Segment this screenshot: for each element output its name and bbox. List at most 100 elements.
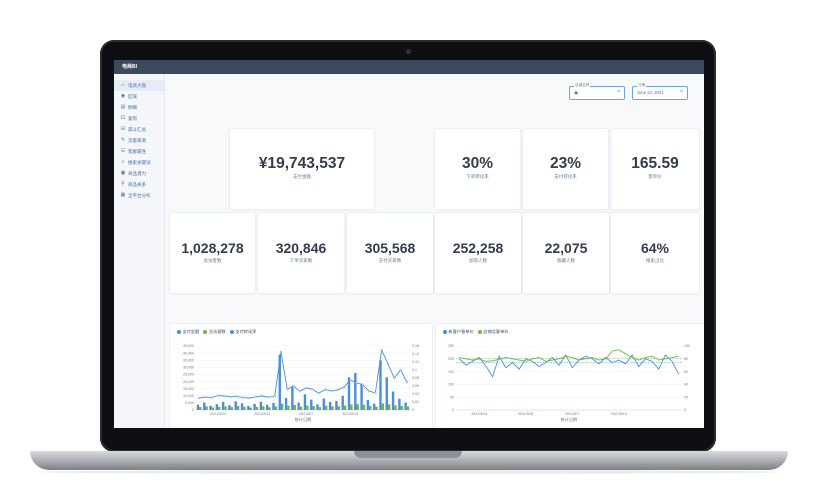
- legend-label[interactable]: 支付金额: [182, 329, 200, 334]
- bar-payment: [215, 404, 219, 410]
- kpi-card-pay-rate[interactable]: 23% 支付转化率: [522, 128, 609, 210]
- bar-payment: [366, 400, 370, 410]
- sidebar-item[interactable]: ⌕ 搜索关键词: [114, 157, 164, 168]
- kpi-card-payment[interactable]: ¥19,743,537 支付金额: [229, 128, 375, 210]
- bar-payment: [379, 360, 382, 410]
- bar-visitors: [312, 406, 315, 410]
- sidebar-item[interactable]: ▣ 商品潜力: [114, 168, 164, 179]
- shop-icon: ▣: [120, 170, 126, 176]
- point-pay-rate: [355, 381, 358, 384]
- point-pay-rate: [298, 390, 302, 393]
- payment-chart: 0 5,000 10,000 15,000 20,000 25,000 30,000 35,0…: [183, 344, 419, 423]
- legend-label[interactable]: 总访客数: [208, 329, 226, 334]
- filter-label: 店铺名称: [574, 83, 591, 88]
- x-axis-label: 统计日期: [295, 416, 312, 423]
- bar-payment: [322, 398, 326, 410]
- bar-payment: [341, 395, 344, 410]
- bar-payment: [404, 402, 407, 410]
- shop-filter[interactable]: 店铺名称 ▣ ×: [569, 83, 625, 100]
- bar-payment: [253, 403, 256, 410]
- bar-payment: [328, 402, 332, 410]
- x-tick-label: 2021/6/14: [342, 412, 358, 416]
- kpi-card-pay-buyers[interactable]: 305,568 支付买家数: [346, 212, 434, 294]
- point-pay-rate: [361, 383, 364, 386]
- clear-icon[interactable]: ×: [680, 89, 683, 95]
- lock-icon: ⊡: [120, 115, 126, 121]
- kpi-value: 22,075: [544, 240, 588, 256]
- sidebar-item[interactable]: ☷ 客群属性: [114, 146, 164, 157]
- filter-value: ▣: [574, 90, 578, 95]
- sidebar-item[interactable]: ⊟ 漏斗汇总: [114, 124, 164, 135]
- chart-icon: ▦: [120, 192, 126, 198]
- bar-payment: [247, 405, 250, 410]
- kpi-card-order-buyers[interactable]: 320,846 下单买家数: [257, 212, 345, 294]
- kpi-card-aov[interactable]: 165.59 客单价: [610, 128, 700, 210]
- point-pay-rate: [374, 391, 377, 394]
- x-tick-label: 2021/6/14: [611, 412, 627, 416]
- app-title[interactable]: 电商BI: [122, 64, 138, 70]
- point-pay-rate: [229, 395, 232, 398]
- kpi-label: 支付买家数: [378, 258, 402, 263]
- kpi-label: 客单价: [648, 174, 662, 179]
- bar-visitors: [268, 407, 271, 410]
- bar-payment: [297, 402, 300, 410]
- sidebar-item[interactable]: ⌂ 电商大盘: [114, 80, 164, 91]
- point-pay-rate: [292, 384, 295, 388]
- sidebar-item[interactable]: ▦ 全平台分析: [114, 190, 164, 201]
- kpi-label: 总访客数: [203, 258, 222, 263]
- bar-visitors: [375, 406, 378, 410]
- kpi-card-visitors[interactable]: 1,028,278 总访客数: [169, 212, 256, 294]
- bar-payment: [291, 386, 294, 410]
- y-tick-label: 0: [452, 408, 454, 412]
- legend-label[interactable]: 店铺总客单价: [483, 329, 509, 334]
- legend-label[interactable]: 新客户客单价: [448, 329, 474, 334]
- sidebar-item[interactable]: ⊡ 复购: [114, 113, 164, 124]
- chart-legend: 新客户客单价 店铺总客单价: [440, 329, 508, 335]
- kpi-card-cart[interactable]: 252,258 加购人数: [434, 212, 522, 294]
- bar-visitors: [343, 405, 347, 410]
- y2-tick-label: 0: [684, 408, 686, 412]
- point-pay-rate: [216, 394, 220, 397]
- date-filter[interactable]: 日期 June 22, 2021 ×: [632, 83, 688, 100]
- bar-visitors: [287, 405, 290, 410]
- sidebar-item[interactable]: ◉ 区域: [114, 91, 164, 102]
- point-pay-rate: [399, 368, 402, 372]
- legend-label[interactable]: 支付转化率: [235, 329, 257, 334]
- kpi-label: 支付转化率: [554, 174, 577, 179]
- x-tick-label: 2021/6/7: [565, 412, 579, 416]
- sidebar-item-label: 流量来源: [128, 138, 146, 143]
- kpi-card-favorites[interactable]: 22,075 收藏人数: [522, 212, 610, 294]
- sidebar-item[interactable]: ▤ 明细: [114, 102, 164, 113]
- legend-dot: [203, 329, 208, 334]
- point-pay-rate: [317, 392, 320, 395]
- kpi-card-order-rate[interactable]: 30% 下单转化率: [434, 128, 521, 210]
- point-pay-rate: [267, 396, 270, 399]
- y-tick-label: 45,000: [183, 344, 194, 348]
- y-tick-label: 0: [192, 408, 194, 412]
- bar-visitors: [205, 406, 208, 410]
- point-pay-rate: [279, 350, 283, 354]
- clear-icon[interactable]: ×: [617, 89, 620, 95]
- x-tick-label: 2021/5/24: [210, 412, 226, 416]
- sidebar-item[interactable]: ⚲ 商品关系: [114, 179, 164, 190]
- y2-tick-label: 0.04: [412, 392, 419, 396]
- search-icon: ⌕: [121, 159, 125, 165]
- bar-payment: [360, 383, 363, 410]
- point-pay-rate: [248, 396, 251, 400]
- laptop-base: [30, 451, 788, 470]
- legend-dot: [177, 329, 181, 334]
- sidebar-item-label: 商品潜力: [128, 171, 146, 176]
- y2-tick-label: 0.1: [412, 368, 417, 372]
- kpi-label: 收藏人数: [557, 258, 575, 263]
- y-tick-label: 15,000: [183, 387, 194, 391]
- sidebar-item-label: 明细: [128, 105, 137, 110]
- sidebar-item-label: 全平台分析: [128, 193, 151, 198]
- home-icon: ⌂: [121, 82, 125, 88]
- sidebar-item[interactable]: ✎ 流量来源: [114, 135, 164, 146]
- bar-visitors: [406, 406, 410, 410]
- kpi-card-search-share[interactable]: 64% 搜索占比: [610, 212, 700, 294]
- kpi-value: 320,846: [275, 240, 327, 256]
- point-pay-rate: [242, 396, 245, 399]
- point-pay-rate: [330, 389, 333, 392]
- kpi-label: 加购人数: [469, 258, 487, 263]
